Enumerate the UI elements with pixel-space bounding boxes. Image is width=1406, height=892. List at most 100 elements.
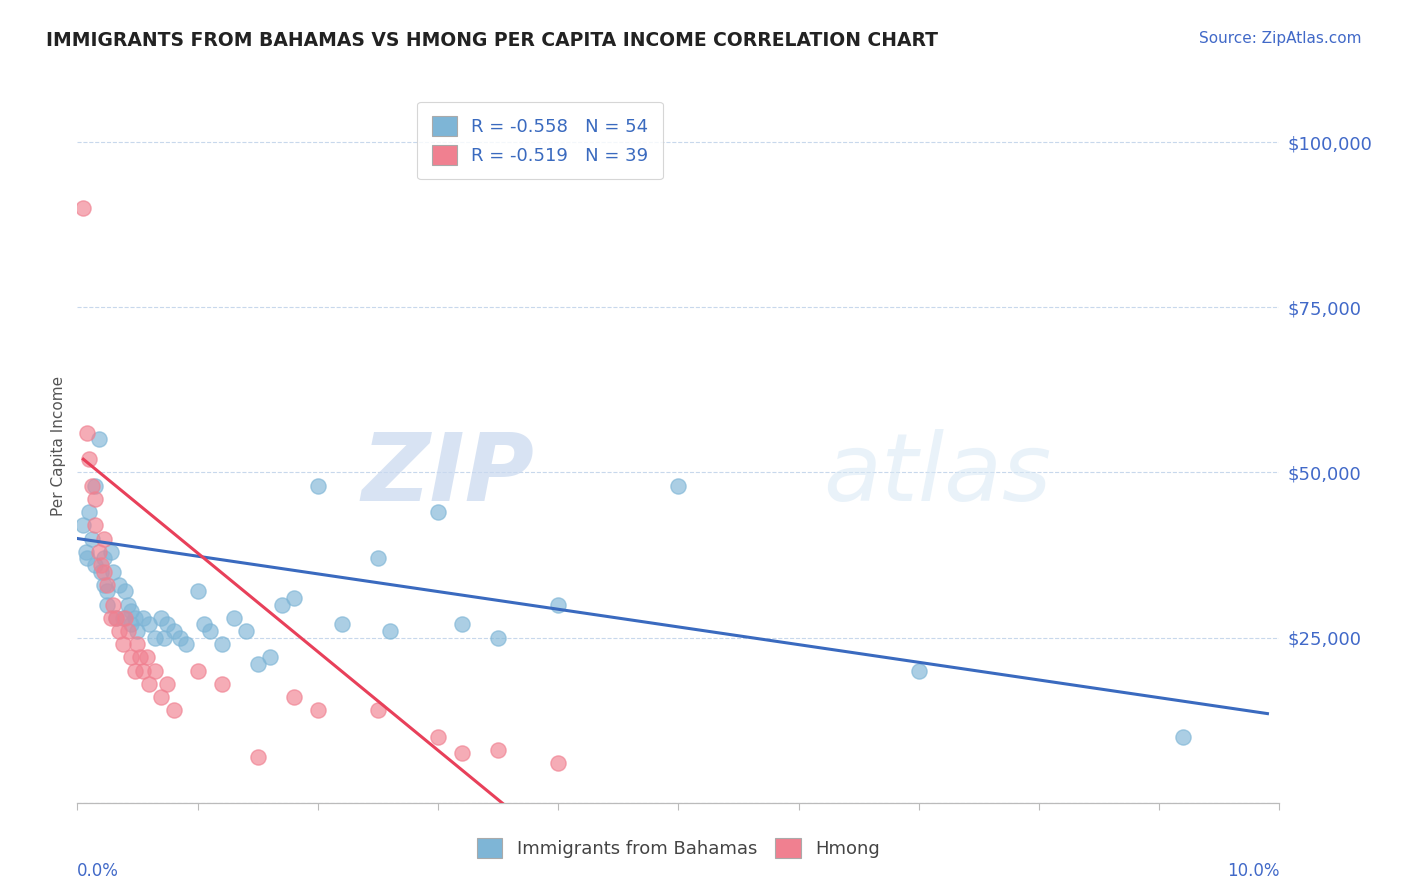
- Point: [90, 558, 112, 572]
- Point: [451, 746, 474, 760]
- Point: [193, 617, 215, 632]
- Point: [186, 584, 209, 599]
- Text: 0.0%: 0.0%: [77, 863, 120, 880]
- Point: [93, 532, 115, 546]
- Point: [186, 664, 209, 678]
- Point: [120, 617, 142, 632]
- Point: [114, 584, 136, 599]
- Point: [547, 756, 569, 771]
- Point: [235, 624, 257, 638]
- Point: [79, 452, 101, 467]
- Point: [198, 624, 221, 638]
- Point: [87, 545, 110, 559]
- Point: [127, 624, 149, 638]
- Point: [283, 690, 305, 704]
- Text: ZIP: ZIP: [361, 428, 534, 521]
- Point: [307, 703, 329, 717]
- Point: [153, 631, 176, 645]
- Point: [79, 505, 101, 519]
- Point: [96, 578, 118, 592]
- Point: [100, 545, 122, 559]
- Point: [367, 703, 389, 717]
- Y-axis label: Per Capita Income: Per Capita Income: [51, 376, 66, 516]
- Point: [150, 690, 173, 704]
- Point: [76, 551, 98, 566]
- Point: [1173, 730, 1195, 744]
- Point: [451, 617, 474, 632]
- Point: [668, 478, 690, 492]
- Point: [84, 518, 107, 533]
- Point: [270, 598, 292, 612]
- Point: [145, 664, 167, 678]
- Text: 10.0%: 10.0%: [1227, 863, 1279, 880]
- Point: [80, 478, 103, 492]
- Text: Source: ZipAtlas.com: Source: ZipAtlas.com: [1198, 31, 1361, 46]
- Point: [75, 545, 97, 559]
- Point: [84, 558, 107, 572]
- Point: [132, 611, 155, 625]
- Point: [111, 637, 134, 651]
- Point: [87, 433, 110, 447]
- Point: [96, 598, 118, 612]
- Point: [367, 551, 389, 566]
- Point: [103, 565, 125, 579]
- Point: [162, 703, 184, 717]
- Point: [138, 617, 160, 632]
- Point: [90, 565, 112, 579]
- Point: [108, 624, 131, 638]
- Point: [908, 664, 931, 678]
- Point: [128, 650, 150, 665]
- Point: [330, 617, 353, 632]
- Point: [84, 491, 107, 506]
- Point: [111, 611, 134, 625]
- Text: atlas: atlas: [823, 429, 1050, 520]
- Point: [169, 631, 191, 645]
- Point: [427, 505, 450, 519]
- Point: [145, 631, 167, 645]
- Point: [174, 637, 197, 651]
- Point: [246, 657, 269, 671]
- Point: [84, 478, 107, 492]
- Point: [103, 598, 125, 612]
- Point: [96, 584, 118, 599]
- Point: [104, 611, 127, 625]
- Point: [108, 578, 131, 592]
- Point: [486, 743, 509, 757]
- Point: [138, 677, 160, 691]
- Point: [76, 425, 98, 440]
- Point: [211, 677, 233, 691]
- Point: [72, 518, 94, 533]
- Point: [124, 611, 146, 625]
- Point: [150, 611, 173, 625]
- Point: [427, 730, 450, 744]
- Point: [117, 598, 139, 612]
- Point: [246, 749, 269, 764]
- Point: [100, 611, 122, 625]
- Point: [283, 591, 305, 605]
- Point: [486, 631, 509, 645]
- Point: [104, 611, 127, 625]
- Point: [127, 637, 149, 651]
- Point: [132, 664, 155, 678]
- Point: [156, 677, 179, 691]
- Point: [117, 624, 139, 638]
- Point: [136, 650, 159, 665]
- Point: [120, 650, 142, 665]
- Point: [162, 624, 184, 638]
- Point: [93, 551, 115, 566]
- Point: [547, 598, 569, 612]
- Legend: Immigrants from Bahamas, Hmong: Immigrants from Bahamas, Hmong: [470, 830, 887, 865]
- Point: [222, 611, 245, 625]
- Point: [120, 604, 142, 618]
- Point: [80, 532, 103, 546]
- Point: [378, 624, 401, 638]
- Point: [156, 617, 179, 632]
- Point: [93, 578, 115, 592]
- Point: [124, 664, 146, 678]
- Point: [259, 650, 281, 665]
- Point: [211, 637, 233, 651]
- Text: IMMIGRANTS FROM BAHAMAS VS HMONG PER CAPITA INCOME CORRELATION CHART: IMMIGRANTS FROM BAHAMAS VS HMONG PER CAP…: [46, 31, 938, 50]
- Point: [114, 611, 136, 625]
- Point: [72, 201, 94, 215]
- Point: [93, 565, 115, 579]
